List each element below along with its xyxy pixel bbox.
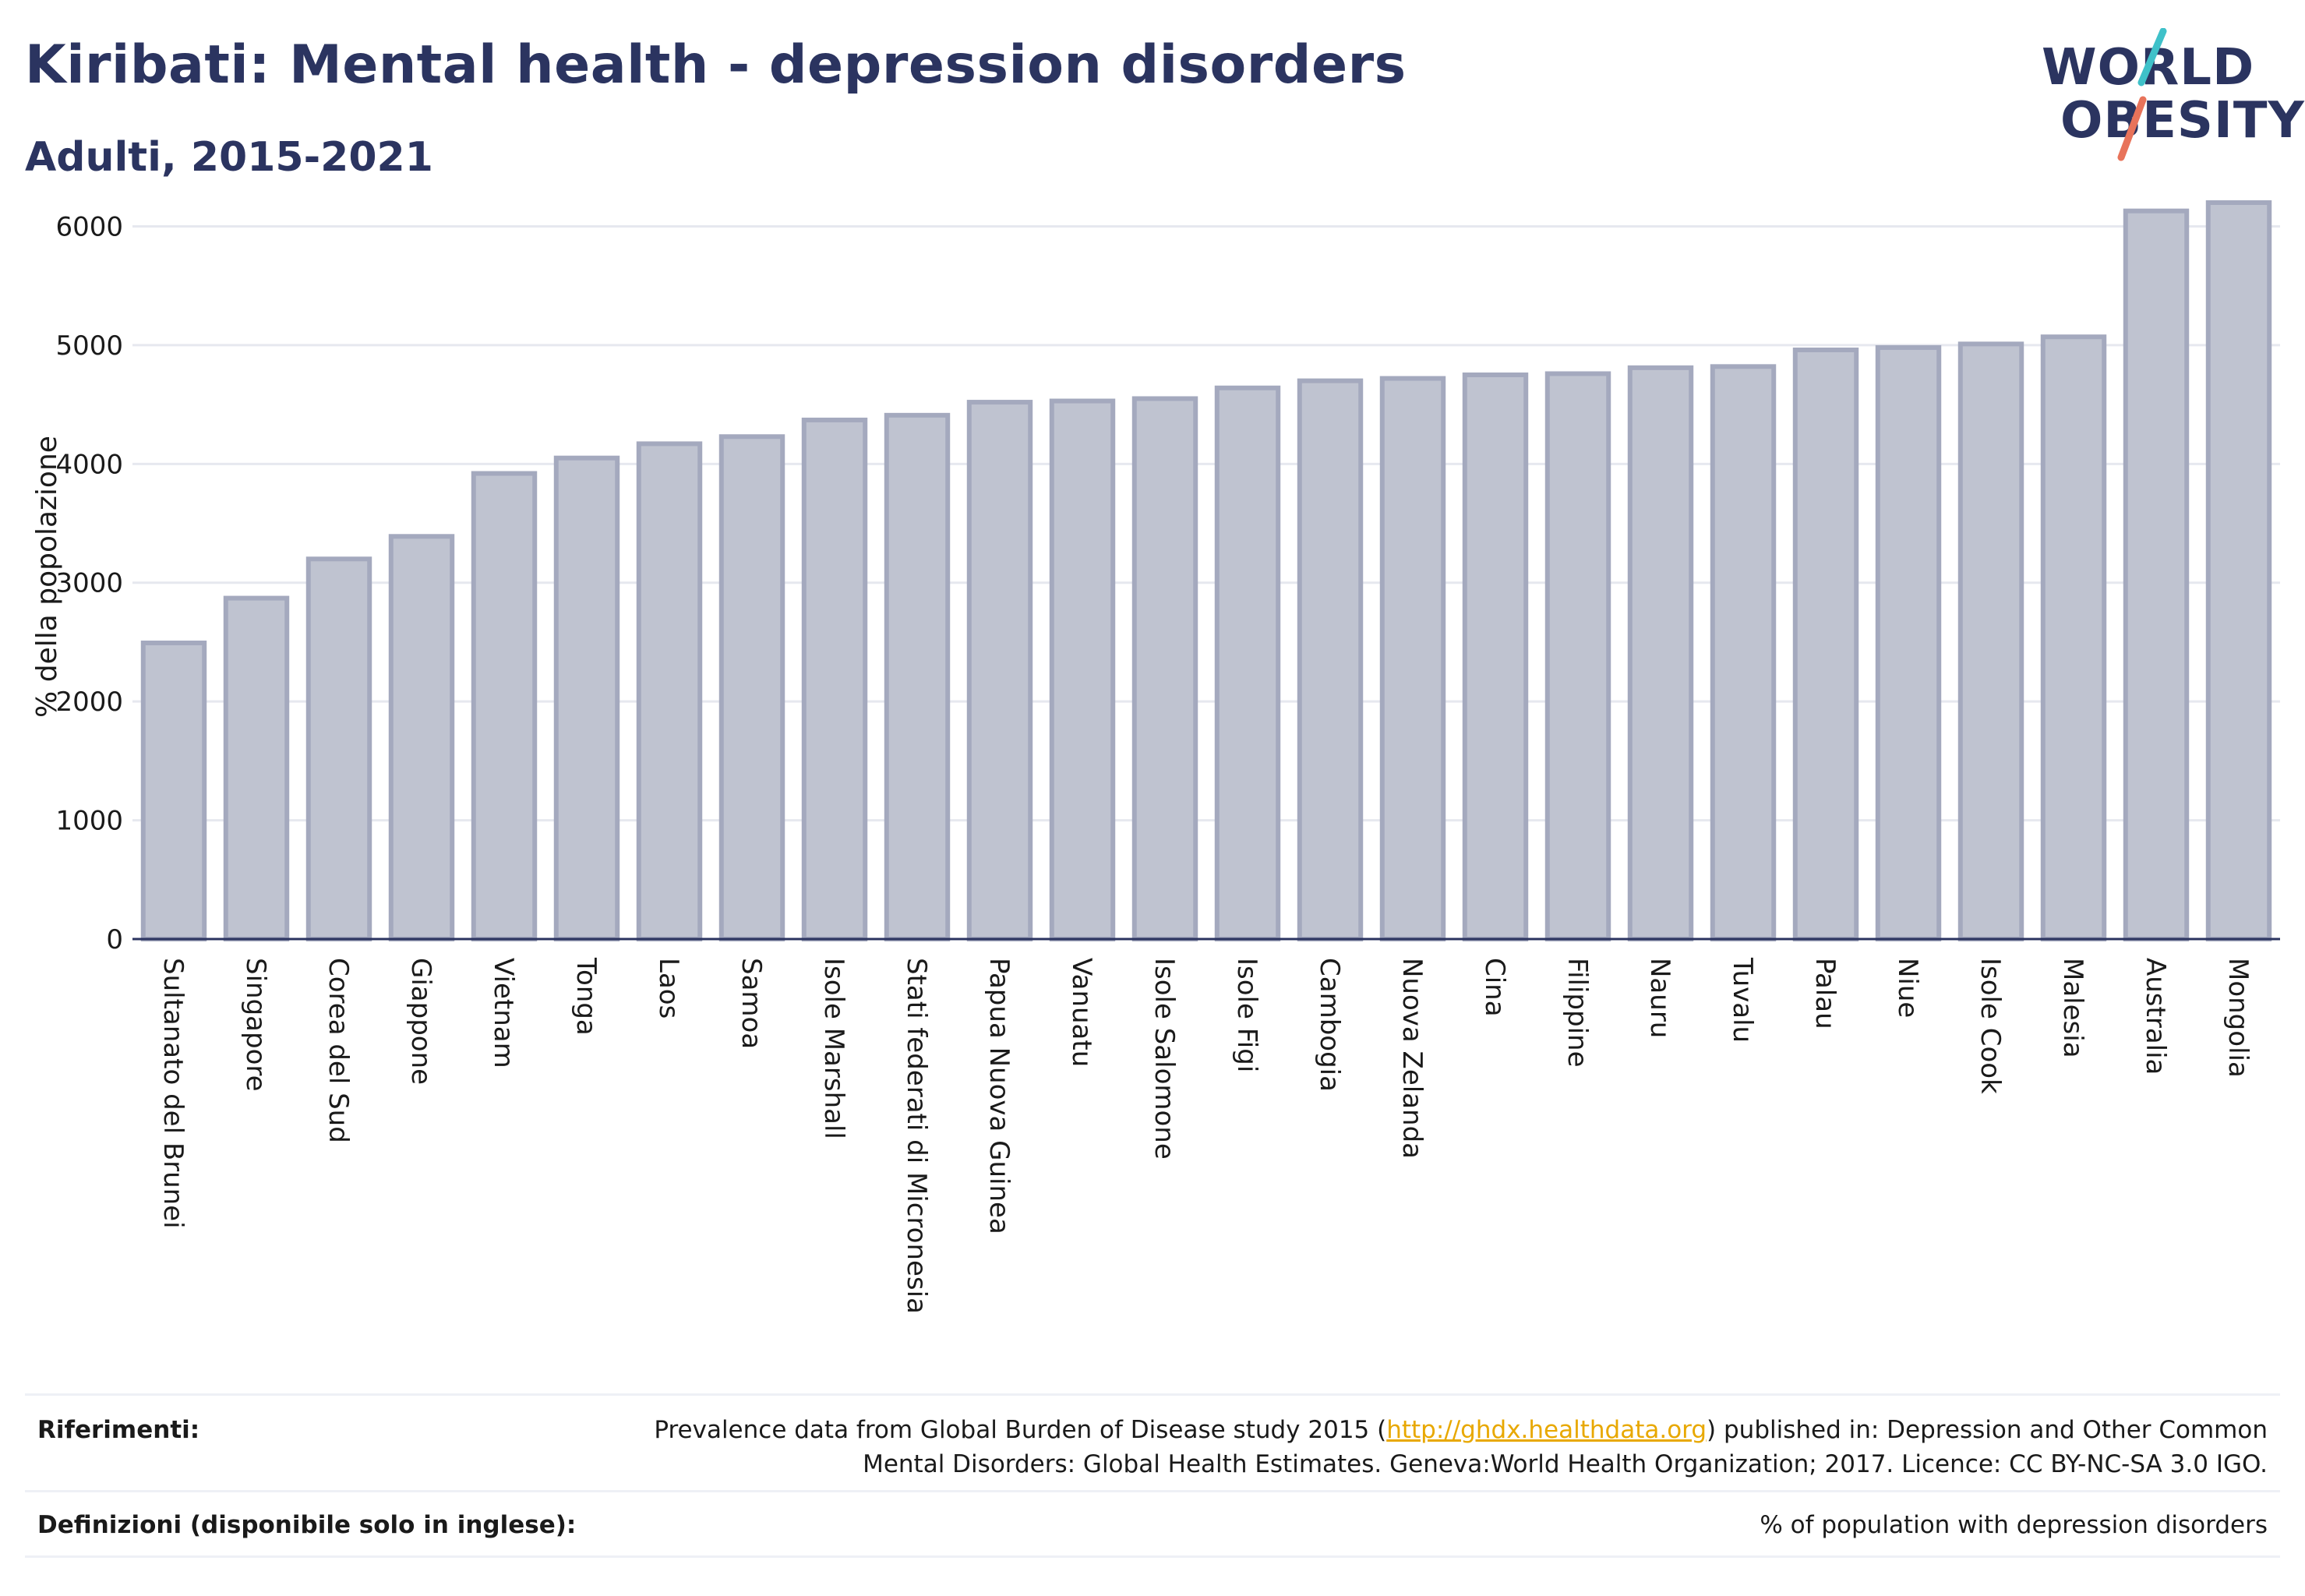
bar <box>884 412 951 941</box>
bar <box>1049 398 1116 941</box>
references-link[interactable]: http://ghdx.healthdata.org <box>1386 1416 1707 1444</box>
bar <box>718 434 785 941</box>
bar <box>140 641 207 941</box>
x-tick-label: Cambogia <box>1314 958 1345 1092</box>
bar <box>2205 200 2272 941</box>
bar <box>553 455 620 941</box>
bar <box>471 471 538 941</box>
bar <box>1875 344 1942 941</box>
references-label: Riferimenti: <box>37 1416 200 1444</box>
bar <box>2040 334 2107 941</box>
bar <box>1627 365 1694 941</box>
references-line2: Mental Disorders: Global Health Estimate… <box>863 1450 2268 1478</box>
x-tick-label: Nauru <box>1644 958 1675 1038</box>
x-tick-label: Tonga <box>570 957 602 1036</box>
x-tick-label: Isole Figi <box>1231 958 1262 1072</box>
x-tick-label: Nuova Zelanda <box>1396 958 1428 1159</box>
references-text: Prevalence data from Global Burden of Di… <box>654 1413 2268 1481</box>
x-tick-label: Vanuatu <box>1066 958 1097 1067</box>
bar <box>1131 396 1198 941</box>
x-tick-label: Isole Cook <box>1975 958 2006 1094</box>
footer-divider <box>25 1555 2280 1558</box>
x-tick-label: Palau <box>1809 958 1841 1029</box>
y-axis-label: % della popolazione <box>31 436 63 718</box>
bars <box>140 200 2272 942</box>
definitions-label: Definizioni (disponibile solo in inglese… <box>37 1511 577 1539</box>
y-tick-label: 0 <box>106 924 123 955</box>
x-tick-label: Isole Salomone <box>1149 958 1180 1160</box>
references-line1-post: ) published in: Depression and Other Com… <box>1707 1416 2268 1444</box>
bar <box>1297 378 1364 941</box>
bar <box>2123 208 2190 941</box>
gridlines <box>132 224 2280 822</box>
world-obesity-logo: WORLD OBESITY <box>2026 28 2304 168</box>
x-tick-label: Cina <box>1479 958 1510 1017</box>
bar <box>1792 348 1859 941</box>
logo-line-2: OBESITY <box>2060 92 2305 150</box>
definitions-row: Definizioni (disponibile solo in inglese… <box>25 1490 2280 1558</box>
bar <box>1462 373 1529 941</box>
bar <box>1214 385 1281 942</box>
definitions-text: % of population with depression disorder… <box>1760 1511 2268 1539</box>
y-tick-label: 6000 <box>55 211 123 242</box>
references-line1-pre: Prevalence data from Global Burden of Di… <box>654 1416 1387 1444</box>
logo-slash-icon <box>2117 28 2167 161</box>
y-tick-label: 2000 <box>55 687 123 718</box>
bar <box>305 556 372 941</box>
x-tick-label: Laos <box>653 958 684 1019</box>
x-tick-label: Papua Nuova Guinea <box>983 958 1015 1234</box>
chart-title: Kiribati: Mental health - depression dis… <box>25 34 1407 96</box>
x-tick-label: Tuvalu <box>1727 957 1758 1043</box>
x-tick-label: Malesia <box>2057 958 2088 1058</box>
bar <box>1710 364 1777 942</box>
x-tick-label: Isole Marshall <box>818 958 849 1139</box>
y-tick-label: 5000 <box>55 330 123 362</box>
x-tick-label: Corea del Sud <box>323 958 354 1143</box>
axes: 0 1000 2000 3000 4000 5000 6000 Sultanato del B… <box>55 211 2280 1314</box>
bar-chart: 0 1000 2000 3000 4000 5000 6000 Sultanato del B… <box>31 200 2280 1314</box>
x-tick-label: Niue <box>1892 958 1923 1018</box>
bar <box>636 441 703 941</box>
x-tick-label: Samoa <box>736 958 767 1049</box>
bar <box>1957 341 2024 941</box>
x-tick-label: Singapore <box>240 958 271 1092</box>
bar <box>1544 371 1611 941</box>
bar <box>801 417 868 941</box>
y-tick-label: 3000 <box>55 568 123 599</box>
x-tick-label: Stati federati di Micronesia <box>901 958 932 1314</box>
x-tick-label: Vietnam <box>488 958 519 1068</box>
y-tick-label: 1000 <box>55 806 123 837</box>
chart-subtitle: Adulti, 2015-2021 <box>25 134 433 181</box>
x-tick-label: Sultanato del Brunei <box>157 958 189 1229</box>
bar <box>1379 376 1446 942</box>
x-tick-label: Mongolia <box>2222 958 2254 1078</box>
y-tick-label: 4000 <box>55 449 123 480</box>
x-tick-label: Australia <box>2140 958 2171 1075</box>
x-tick-label: Filippine <box>1562 958 1593 1068</box>
bar <box>223 595 290 941</box>
references-row: Riferimenti: Prevalence data from Global… <box>25 1393 2280 1489</box>
x-tick-label: Giappone <box>405 958 436 1085</box>
bar <box>388 534 455 941</box>
bar <box>966 400 1033 941</box>
